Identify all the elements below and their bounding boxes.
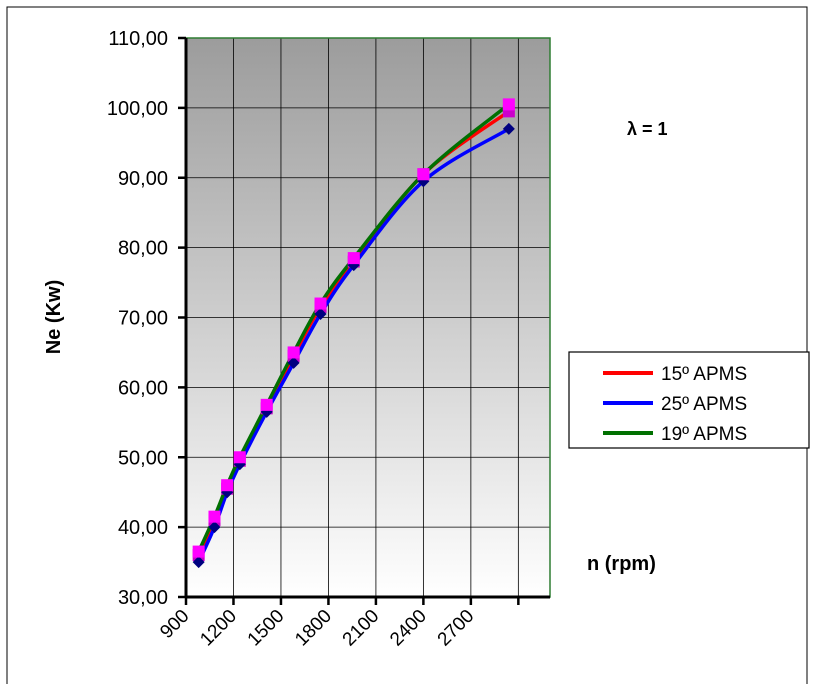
data-point — [260, 398, 273, 411]
y-tick-label: 40,00 — [118, 517, 168, 539]
legend-label: 15º APMS — [661, 364, 747, 385]
data-point — [502, 98, 515, 111]
legend-box — [568, 351, 810, 449]
grid — [186, 38, 550, 597]
y-tick-label: 50,00 — [118, 447, 168, 469]
y-tick-label: 90,00 — [118, 168, 168, 190]
y-tick-label: 100,00 — [107, 98, 168, 120]
y-axis-label: Ne (Kw) — [43, 280, 65, 354]
data-point — [417, 168, 430, 181]
data-point — [192, 556, 205, 569]
markers — [192, 98, 515, 569]
data-point — [208, 510, 221, 523]
legend: 15º APMS 25º APMS 19º APMS — [568, 351, 810, 449]
data-point — [502, 122, 515, 135]
x-axis-label: n (rpm) — [587, 553, 656, 575]
series-line — [196, 127, 511, 564]
data-point — [208, 521, 221, 534]
data-point — [233, 451, 246, 464]
data-point — [314, 308, 327, 321]
lambda-annotation: λ = 1 — [627, 119, 668, 139]
y-tick-label: 60,00 — [118, 377, 168, 399]
data-point — [287, 356, 300, 369]
data-point — [221, 479, 234, 492]
data-point — [314, 297, 327, 310]
legend-label: 19º APMS — [661, 424, 747, 445]
y-tick-label: 110,00 — [108, 28, 168, 50]
data-point — [287, 346, 300, 359]
y-tick-label: 70,00 — [118, 308, 168, 330]
y-tick-label: 30,00 — [118, 587, 168, 609]
legend-label: 25º APMS — [661, 394, 747, 415]
data-point — [192, 545, 205, 558]
y-tick-label: 80,00 — [118, 238, 168, 260]
data-point — [347, 252, 360, 265]
